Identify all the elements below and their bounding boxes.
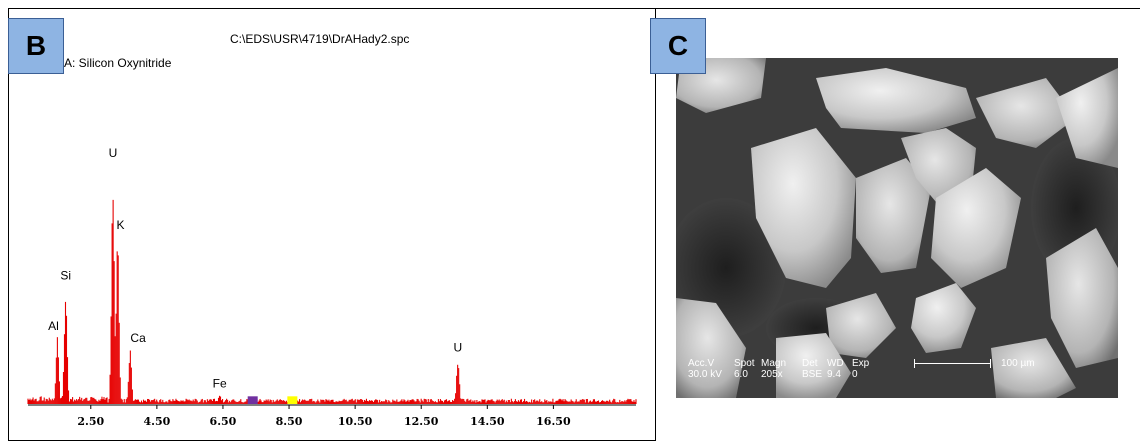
peak-labels: Al Si U K Ca Fe U — [48, 146, 462, 390]
acc-v-value: 30.0 kV — [688, 369, 722, 380]
peak-label: U — [454, 340, 463, 354]
magn-value: 205x — [761, 369, 786, 380]
panel-label-b: B — [8, 18, 64, 74]
x-tick-label: 10.50 — [338, 415, 373, 428]
peak-label: U — [109, 146, 118, 160]
panel-label-c: C — [650, 18, 706, 74]
scale-label: 100 µm — [1001, 358, 1035, 369]
x-tick-label: 14.50 — [470, 415, 505, 428]
peak-label: Al — [48, 319, 59, 333]
peak-label: Fe — [213, 376, 227, 390]
panel-divider — [656, 8, 1140, 9]
spectrum-sample-label: A: Silicon Oxynitride — [64, 56, 171, 70]
det-label: Det — [802, 358, 822, 369]
det-value: BSE — [802, 369, 822, 380]
x-tick-label: 6.50 — [210, 415, 237, 428]
element-marker — [287, 396, 297, 404]
peak-label: K — [117, 218, 125, 232]
spot-label: Spot — [734, 358, 755, 369]
magn-label: Magn — [761, 358, 786, 369]
scale-bar — [914, 363, 991, 364]
x-tick-label: 8.50 — [276, 415, 303, 428]
sem-image — [676, 58, 1118, 398]
exp-value: 0 — [852, 369, 869, 380]
x-tick-label: 4.50 — [143, 415, 170, 428]
spectrum-file-path: C:\EDS\USR\4719\DrAHady2.spc — [230, 32, 409, 46]
exp-label: Exp — [852, 358, 869, 369]
sem-info-bar: Acc.V 30.0 kV Spot 6.0 Magn 205x Det BSE… — [676, 355, 1118, 398]
wd-value: 9.4 — [827, 369, 844, 380]
x-tick-label: 2.50 — [77, 415, 104, 428]
element-marker — [248, 396, 258, 404]
acc-v-label: Acc.V — [688, 358, 722, 369]
x-tick-label: 16.50 — [536, 415, 571, 428]
peak-label: Si — [60, 268, 71, 282]
spot-value: 6.0 — [734, 369, 755, 380]
peak-label: Ca — [130, 331, 146, 345]
x-tick-label: 12.50 — [404, 415, 439, 428]
sem-micrograph: Acc.V 30.0 kV Spot 6.0 Magn 205x Det BSE… — [676, 58, 1118, 398]
x-axis-ticks: 2.50 4.50 6.50 8.50 10.50 12.50 14.50 16.50 — [77, 405, 571, 428]
wd-label: WD — [827, 358, 844, 369]
